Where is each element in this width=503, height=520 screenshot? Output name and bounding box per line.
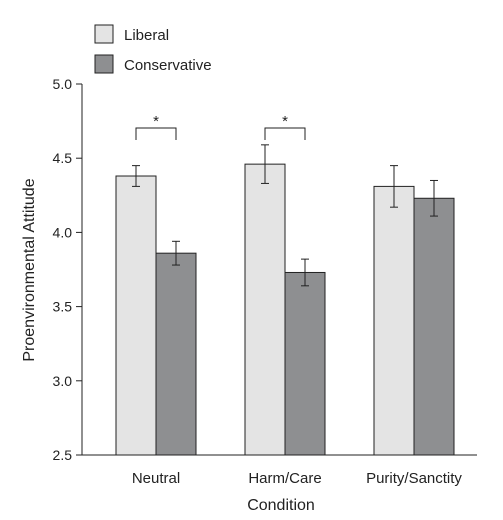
x-tick-label-purity-sanctity: Purity/Sanctity: [366, 470, 462, 487]
bar-conservative-purity-sanctity: [413, 197, 455, 456]
y-tick-label: 3.5: [53, 299, 73, 315]
y-ticks-group: 2.5 3.0 3.5 4.0 4.5 5.0: [53, 76, 82, 463]
axes-group: [81, 84, 477, 456]
y-tick-label: 4.5: [53, 150, 73, 166]
legend-swatch-conservative: [94, 54, 114, 74]
significance-bracket: [264, 127, 306, 140]
x-axis-title: Condition: [247, 497, 315, 514]
legend-label-conservative: Conservative: [124, 57, 212, 74]
y-tick-label: 4.0: [53, 224, 73, 240]
bar-liberal-harm-care: [244, 163, 286, 456]
x-tick-label-neutral: Neutral: [132, 470, 180, 487]
legend-swatch-liberal: [94, 24, 114, 44]
x-labels-group: Neutral Harm/Care Purity/Sanctity: [132, 470, 463, 487]
y-tick-label: 3.0: [53, 373, 73, 389]
error-bars-group: [132, 144, 438, 287]
bar-liberal-purity-sanctity: [373, 185, 415, 456]
significance-asterisk: *: [282, 113, 288, 130]
bar-liberal-neutral: [115, 175, 157, 456]
legend-label-liberal: Liberal: [124, 27, 169, 44]
y-tick-label: 2.5: [53, 447, 73, 463]
significance-bracket: [135, 127, 177, 140]
bar-conservative-harm-care: [284, 271, 326, 456]
bar-conservative-neutral: [155, 252, 197, 456]
significance-asterisk: *: [153, 113, 159, 130]
legend: Liberal Conservative: [94, 24, 212, 74]
x-tick-label-harm-care: Harm/Care: [248, 470, 321, 487]
y-axis-title: Proenvironmental Attitude: [21, 178, 38, 361]
y-tick-label: 5.0: [53, 76, 73, 92]
bars-group: [115, 163, 455, 456]
significance-group: * *: [135, 113, 306, 140]
